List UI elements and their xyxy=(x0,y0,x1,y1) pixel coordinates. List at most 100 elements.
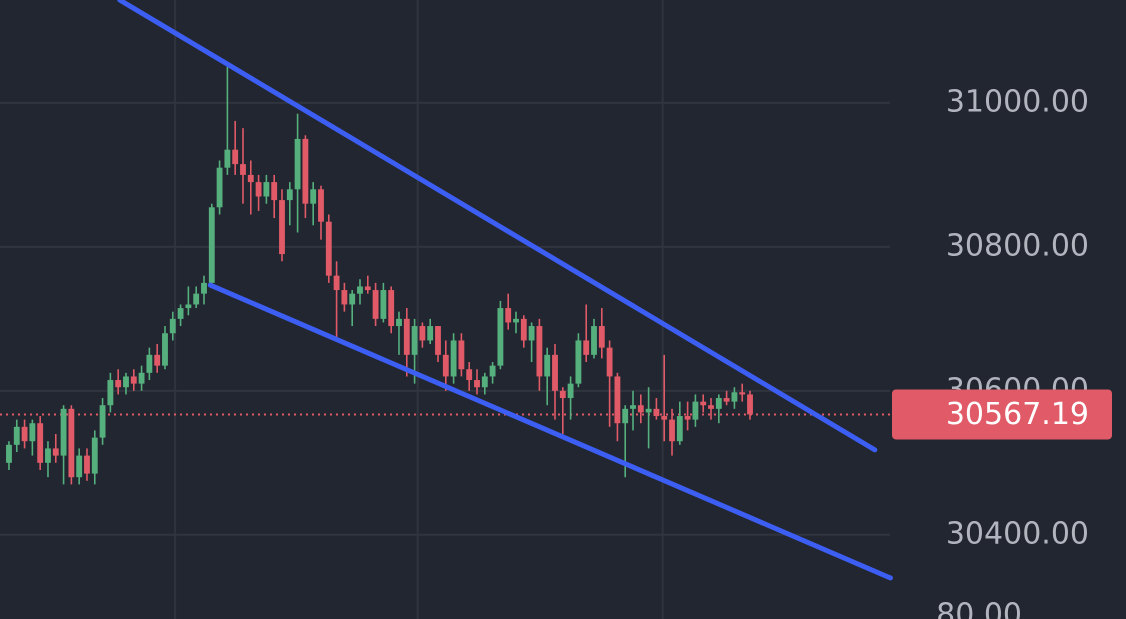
candle-body xyxy=(528,326,535,341)
candle-body xyxy=(442,354,449,377)
candle-body xyxy=(419,326,426,341)
candle-body xyxy=(341,290,348,305)
candle-body xyxy=(60,408,67,456)
candle-body xyxy=(216,167,223,208)
candle-body xyxy=(676,416,683,442)
candle-body xyxy=(162,333,168,366)
trend-line xyxy=(207,282,893,581)
y-tick-label: 30400.00 xyxy=(946,516,1089,551)
candle-body xyxy=(427,326,434,341)
candle-body xyxy=(29,423,36,442)
candle-body xyxy=(637,405,644,413)
candle-body xyxy=(380,290,387,319)
candle-body xyxy=(263,182,270,197)
candle-body xyxy=(52,448,59,456)
candle-body xyxy=(84,455,90,474)
candle-body xyxy=(435,326,441,355)
candle-body xyxy=(91,437,98,474)
candle-body xyxy=(68,408,75,478)
candle-body xyxy=(606,347,613,377)
candle-body xyxy=(520,318,527,341)
candle-body xyxy=(669,419,675,442)
y-tick-label: 31000.00 xyxy=(946,84,1089,119)
lower-pane-label: 80.00 xyxy=(936,598,1022,619)
candle-body xyxy=(201,282,207,294)
candle-body xyxy=(279,200,285,255)
candle-body xyxy=(396,318,402,327)
candle-body xyxy=(37,423,44,463)
candle-body xyxy=(739,392,746,395)
candle-body xyxy=(21,426,28,442)
candle-body xyxy=(700,401,707,406)
candle-body xyxy=(177,308,184,319)
candle-body xyxy=(349,293,356,305)
candle-body xyxy=(45,448,51,463)
candle-body xyxy=(630,405,636,409)
candle-body xyxy=(185,304,192,309)
candle-body xyxy=(193,293,200,305)
candle-body xyxy=(247,174,254,183)
candle-body xyxy=(552,354,558,391)
y-tick-label: 30800.00 xyxy=(946,228,1089,263)
candle-body xyxy=(481,376,488,388)
candle-body xyxy=(99,405,106,438)
candle-body xyxy=(458,340,465,370)
candle-body xyxy=(567,383,574,399)
candle-body xyxy=(310,189,317,204)
candle-body xyxy=(13,426,20,445)
candle-body xyxy=(544,354,551,377)
candle-body xyxy=(598,326,605,348)
candle-body xyxy=(536,326,543,377)
candle-body xyxy=(411,326,418,355)
candle-body xyxy=(107,380,114,406)
candle-body xyxy=(583,340,590,355)
candle-body xyxy=(357,286,363,294)
last-price-box xyxy=(892,389,1112,440)
candle-body xyxy=(318,189,324,222)
candle-body xyxy=(622,408,629,424)
candle-body xyxy=(232,149,239,165)
candle-body xyxy=(294,138,301,190)
candle-body xyxy=(731,392,738,402)
candle-body xyxy=(130,376,137,384)
candle-body xyxy=(708,405,714,409)
candle-body xyxy=(146,354,153,373)
candle-body xyxy=(466,369,473,381)
candle-body xyxy=(138,372,145,384)
candle-body xyxy=(653,408,660,417)
candle-body xyxy=(333,275,340,291)
candle-body xyxy=(661,416,668,420)
candle-body xyxy=(474,380,480,388)
candle-body xyxy=(403,318,410,355)
candle-body xyxy=(489,365,496,377)
candle-body xyxy=(364,286,371,291)
candle-body xyxy=(684,416,691,420)
candle-body xyxy=(645,408,652,413)
candle-body xyxy=(614,376,621,424)
candle-body xyxy=(715,398,722,409)
candle-body xyxy=(450,340,457,377)
candle-body xyxy=(723,398,730,402)
last-price-label: 30567.19 xyxy=(946,397,1089,432)
candle-body xyxy=(6,444,12,463)
candle-body xyxy=(325,221,332,276)
candle-body xyxy=(154,354,161,366)
candle-body xyxy=(575,340,582,384)
candle-body xyxy=(224,149,231,168)
candle-body xyxy=(388,290,395,327)
candle-body xyxy=(240,164,246,175)
candle-body xyxy=(513,318,519,323)
candle-body xyxy=(169,318,176,334)
trend-line xyxy=(117,0,878,453)
candle-body xyxy=(271,182,278,201)
candle-body xyxy=(591,326,597,355)
candle-body xyxy=(505,308,512,323)
candle-body xyxy=(372,290,379,319)
candle-body xyxy=(302,138,309,204)
candle-body xyxy=(76,455,83,478)
candle-body xyxy=(692,401,699,420)
candle-body xyxy=(559,390,566,399)
candle-body xyxy=(286,189,293,201)
candle-body xyxy=(747,394,753,415)
